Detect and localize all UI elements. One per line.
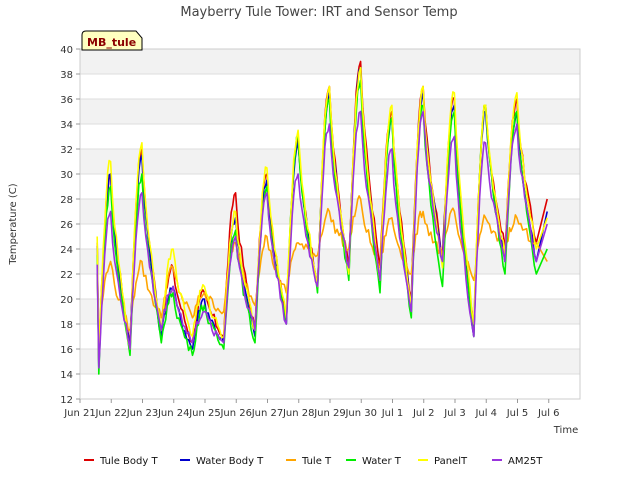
series-line-am25t — [96, 110, 548, 369]
site-tag-label: MB_tule — [87, 36, 136, 49]
series-line-water-t — [96, 79, 548, 375]
x-tick-label: Jun 29 — [313, 408, 346, 419]
y-tick-label: 28 — [60, 195, 73, 206]
x-tick-label: Jun 25 — [188, 408, 221, 419]
x-tick-label: Jul 5 — [506, 408, 529, 419]
x-tick-label: Jul 1 — [381, 408, 404, 419]
y-tick-label: 32 — [60, 145, 73, 156]
y-tick-label: 38 — [60, 70, 73, 81]
x-tick-label: Jun 26 — [219, 408, 252, 419]
y-tick-label: 14 — [60, 370, 73, 381]
plot-band — [80, 349, 580, 374]
plot-band — [80, 249, 580, 274]
plot-band — [80, 49, 580, 74]
y-tick-label: 40 — [60, 45, 73, 56]
legend-label: PanelT — [434, 456, 468, 467]
y-axis-ticks: 12 14 16 18 20 22 24 26 28 30 32 34 36 38 40 — [60, 45, 80, 406]
x-tick-label: Jun 23 — [126, 408, 159, 419]
x-tick-label: Jun 27 — [251, 408, 284, 419]
x-tick-label: Jul 3 — [443, 408, 466, 419]
y-tick-label: 24 — [60, 245, 73, 256]
y-tick-label: 30 — [60, 170, 73, 181]
y-tick-label: 36 — [60, 95, 73, 106]
y-tick-label: 20 — [60, 295, 73, 306]
x-axis-title: Time — [553, 425, 578, 436]
plot-band — [80, 149, 580, 174]
x-tick-label: Jun 21 — [63, 408, 96, 419]
legend-label: Tule T — [301, 456, 332, 467]
series-layer — [96, 60, 548, 375]
y-tick-label: 12 — [60, 395, 73, 406]
x-axis-ticks: Jun 21 Jun 22 Jun 23 Jun 24 Jun 25 Jun 26 Jun … — [63, 399, 560, 419]
x-tick-label: Jul 4 — [474, 408, 497, 419]
y-tick-label: 22 — [60, 270, 73, 281]
legend-label: AM25T — [508, 456, 543, 467]
legend-label: Water Body T — [196, 456, 264, 467]
x-tick-label: Jun 24 — [157, 408, 190, 419]
y-tick-label: 16 — [60, 345, 73, 356]
y-tick-label: 26 — [60, 220, 73, 231]
chart-title: Mayberry Tule Tower: IRT and Sensor Temp — [180, 5, 457, 20]
x-tick-label: Jul 6 — [537, 408, 560, 419]
y-tick-label: 34 — [60, 120, 73, 131]
plot-band — [80, 274, 580, 299]
x-tick-label: Jun 22 — [94, 408, 127, 419]
x-tick-label: Jun 28 — [282, 408, 315, 419]
site-tag-box — [81, 30, 143, 51]
site-tag: MB_tule — [81, 30, 143, 51]
y-tick-label: 18 — [60, 320, 73, 331]
x-tick-label: Jun 30 — [344, 408, 377, 419]
x-tick-label: Jul 2 — [412, 408, 435, 419]
legend-label: Tule Body T — [99, 456, 158, 467]
plot-band — [80, 374, 580, 399]
legend-label: Water T — [362, 456, 402, 467]
legend: Tule Body T Water Body T Tule T Water T Pane… — [84, 456, 543, 467]
plot-band — [80, 174, 580, 199]
plot-band — [80, 324, 580, 349]
y-axis-title: Temperature (C) — [8, 183, 19, 265]
